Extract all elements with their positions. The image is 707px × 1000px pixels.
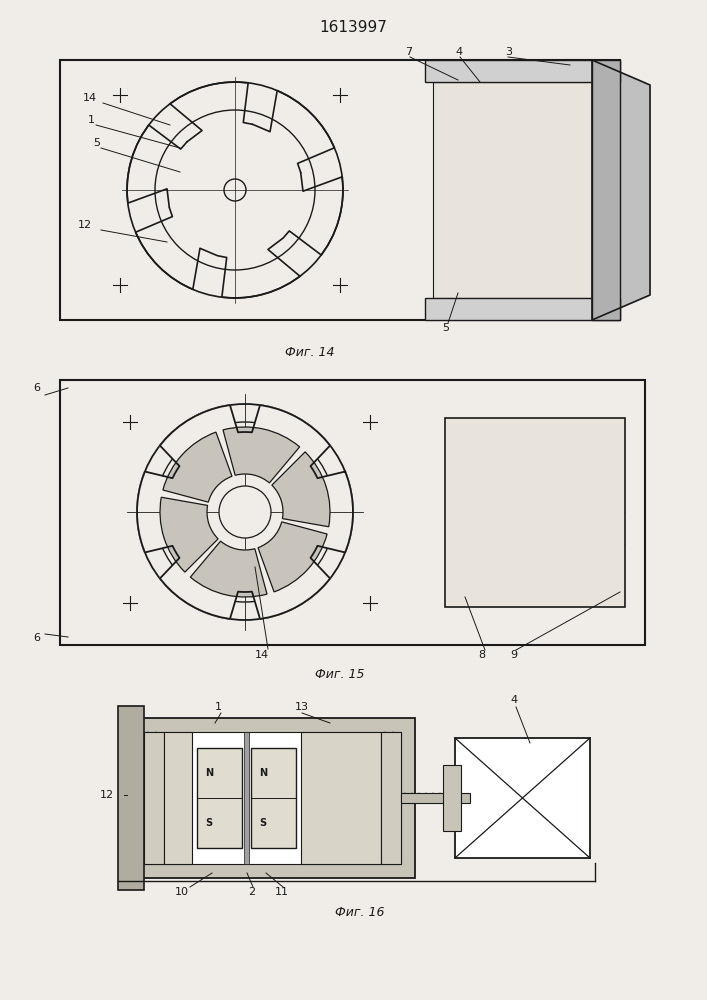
Text: 1: 1 — [88, 115, 95, 125]
Text: Фиг. 14: Фиг. 14 — [285, 346, 334, 359]
Text: 14: 14 — [255, 650, 269, 660]
Text: N: N — [205, 768, 213, 778]
Wedge shape — [272, 452, 330, 527]
Text: S: S — [205, 818, 212, 828]
Wedge shape — [223, 427, 300, 483]
Circle shape — [224, 179, 246, 201]
Text: 10: 10 — [175, 887, 189, 897]
Text: 5: 5 — [93, 138, 100, 148]
Bar — [401, 793, 470, 803]
Bar — [197, 748, 242, 848]
Circle shape — [219, 486, 271, 538]
Circle shape — [127, 82, 343, 298]
Bar — [118, 706, 144, 890]
Bar — [60, 60, 620, 320]
Text: 2: 2 — [248, 887, 255, 897]
Text: Фиг. 16: Фиг. 16 — [335, 906, 385, 918]
Bar — [60, 380, 645, 645]
Bar — [164, 732, 192, 864]
Bar — [425, 60, 620, 82]
Text: 9: 9 — [510, 650, 517, 660]
Bar — [251, 748, 296, 848]
Text: N: N — [259, 768, 267, 778]
Wedge shape — [160, 497, 218, 572]
Text: 13: 13 — [295, 702, 309, 712]
Text: 1613997: 1613997 — [319, 20, 387, 35]
Circle shape — [155, 422, 335, 602]
Bar — [455, 738, 590, 858]
Text: 1: 1 — [215, 702, 222, 712]
Bar — [130, 718, 415, 878]
Bar — [301, 732, 381, 864]
Text: S: S — [259, 818, 266, 828]
Text: 8: 8 — [478, 650, 485, 660]
Text: 12: 12 — [100, 790, 114, 800]
Bar — [381, 732, 401, 864]
Polygon shape — [592, 60, 650, 320]
Text: 12: 12 — [78, 220, 92, 230]
Wedge shape — [258, 522, 327, 592]
Polygon shape — [137, 405, 353, 619]
Bar — [244, 732, 249, 864]
Wedge shape — [190, 541, 267, 597]
Bar — [144, 732, 401, 864]
Bar — [443, 765, 461, 831]
Bar — [433, 82, 592, 298]
Bar — [445, 418, 625, 607]
Bar — [425, 298, 620, 320]
Circle shape — [137, 404, 353, 620]
Text: 6: 6 — [33, 633, 40, 643]
Text: 4: 4 — [510, 695, 517, 705]
Circle shape — [207, 474, 283, 550]
Circle shape — [155, 110, 315, 270]
Text: 11: 11 — [275, 887, 289, 897]
Text: 14: 14 — [83, 93, 97, 103]
Wedge shape — [163, 432, 232, 502]
Text: 4: 4 — [455, 47, 462, 57]
Text: 5: 5 — [442, 323, 449, 333]
Text: Фиг. 15: Фиг. 15 — [315, 668, 365, 682]
Text: 6: 6 — [33, 383, 40, 393]
Text: 7: 7 — [405, 47, 412, 57]
Bar — [144, 732, 164, 864]
Text: 3: 3 — [505, 47, 512, 57]
Bar — [592, 60, 620, 320]
